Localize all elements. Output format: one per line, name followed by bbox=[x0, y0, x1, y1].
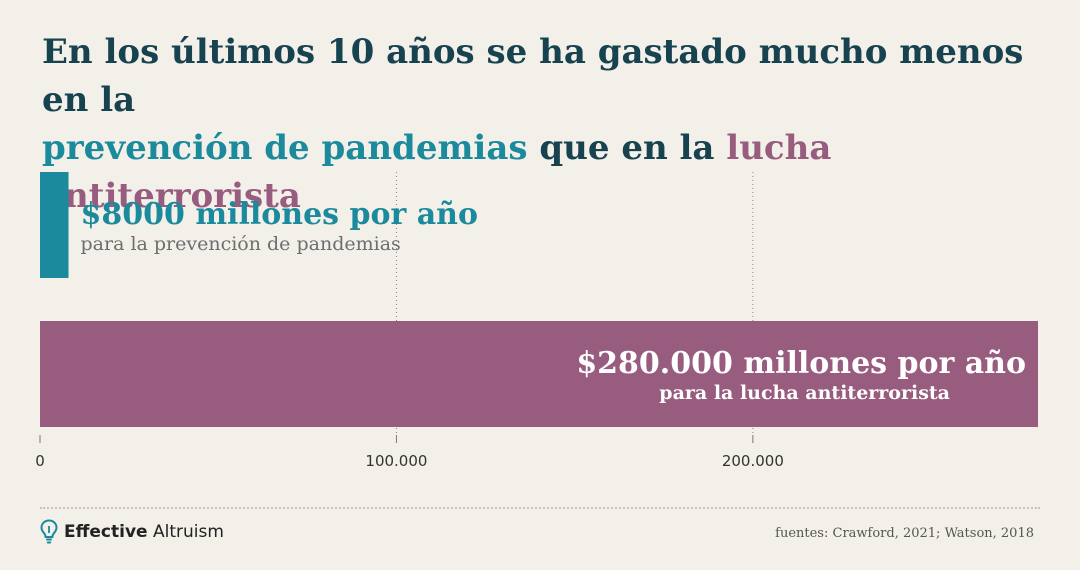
title-part1: En los últimos 10 años se ha gastado muc… bbox=[42, 32, 1024, 120]
sources-note: fuentes: Crawford, 2021; Watson, 2018 bbox=[775, 526, 1034, 541]
effective-altruism-logo: Effective Altruism bbox=[40, 519, 224, 545]
bar-value-label: $8000 millones por año bbox=[81, 197, 479, 232]
lightbulb-icon bbox=[40, 519, 58, 544]
chart-title: En los últimos 10 años se ha gastado muc… bbox=[42, 28, 1052, 220]
footer-divider bbox=[40, 507, 1040, 509]
bar-chart: 0 100.000 200.000$8000 millones por añopar… bbox=[35, 172, 1038, 470]
x-tick-label: 100.000 bbox=[365, 452, 427, 470]
x-tick-label: 200.000 bbox=[722, 452, 784, 470]
bar bbox=[40, 321, 1038, 427]
title-highlight-pandemics: prevención de pandemias bbox=[42, 128, 528, 168]
brand-name: Effective Altruism bbox=[64, 522, 224, 542]
bar-sublabel: para la lucha antiterrorista bbox=[659, 382, 950, 404]
x-tick-label: 0 bbox=[35, 452, 45, 470]
title-highlight-terrorism: lucha antiterrorista bbox=[42, 128, 832, 216]
bar-value-label: $280.000 millones por año bbox=[576, 346, 1026, 381]
title-part2: que en la bbox=[527, 128, 727, 168]
bar bbox=[40, 172, 69, 278]
bar-sublabel: para la prevención de pandemias bbox=[81, 233, 401, 255]
